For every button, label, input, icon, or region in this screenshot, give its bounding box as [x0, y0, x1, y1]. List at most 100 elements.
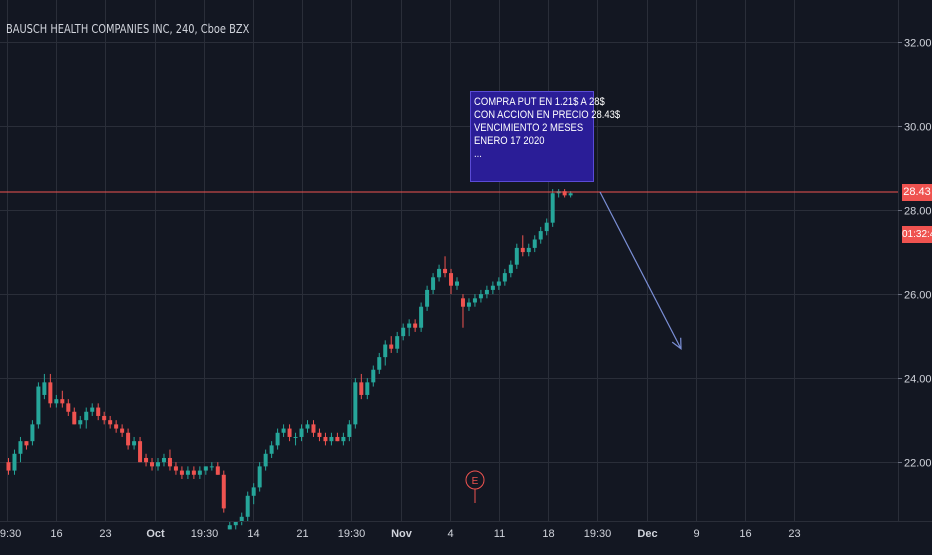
candle[interactable] — [269, 441, 274, 458]
candle[interactable] — [203, 466, 208, 475]
annotation-note[interactable]: COMPRA PUT EN 1.21$ A 28$ CON ACCION EN … — [470, 91, 620, 182]
candle[interactable] — [431, 273, 436, 295]
time-axis[interactable]: 19:30 16 23 Oct 19:30 14 21 19:30 Nov 4 11 18 19:30 D… — [0, 528, 801, 540]
candle[interactable] — [173, 462, 178, 475]
candle[interactable] — [389, 336, 394, 353]
candle[interactable] — [508, 260, 513, 278]
candle[interactable] — [36, 382, 41, 429]
candle[interactable] — [425, 285, 430, 311]
candle[interactable] — [245, 491, 250, 521]
candle[interactable] — [484, 285, 489, 299]
candle[interactable] — [90, 403, 95, 416]
candle[interactable] — [550, 189, 555, 227]
candle[interactable] — [287, 424, 292, 442]
candle[interactable] — [407, 319, 412, 337]
candle[interactable] — [478, 289, 483, 303]
candle[interactable] — [30, 420, 35, 446]
candle[interactable] — [329, 432, 334, 446]
candle[interactable] — [460, 294, 465, 328]
candle[interactable] — [6, 457, 11, 475]
candle[interactable] — [311, 420, 316, 437]
candle[interactable] — [96, 403, 101, 421]
candle[interactable] — [299, 424, 304, 442]
candle[interactable] — [239, 512, 244, 526]
candle[interactable] — [538, 226, 543, 244]
candle[interactable] — [496, 277, 501, 290]
candle[interactable] — [556, 189, 561, 198]
candle[interactable] — [48, 373, 53, 408]
candle[interactable] — [359, 373, 364, 400]
candle[interactable] — [54, 394, 59, 408]
candle[interactable] — [132, 436, 137, 450]
candle[interactable] — [138, 436, 143, 463]
candle[interactable] — [395, 331, 400, 353]
candle[interactable] — [293, 432, 298, 446]
candle[interactable] — [108, 415, 113, 429]
candle[interactable] — [347, 420, 352, 442]
candle[interactable] — [233, 521, 238, 530]
candle[interactable] — [335, 432, 340, 442]
candle[interactable] — [66, 399, 71, 416]
candle[interactable] — [179, 466, 184, 479]
candles[interactable] — [6, 189, 573, 530]
candle[interactable] — [419, 302, 424, 332]
candle[interactable] — [24, 441, 29, 450]
candle[interactable] — [502, 268, 507, 286]
candle[interactable] — [263, 449, 268, 471]
candle[interactable] — [526, 243, 531, 257]
candle[interactable] — [401, 323, 406, 341]
candle[interactable] — [443, 256, 448, 278]
candle[interactable] — [221, 470, 226, 513]
candle[interactable] — [490, 281, 495, 295]
candle[interactable] — [167, 449, 172, 471]
trend-arrow[interactable] — [599, 191, 682, 350]
candle[interactable] — [120, 424, 125, 437]
candle[interactable] — [472, 294, 477, 307]
candle[interactable] — [209, 462, 214, 471]
candle[interactable] — [365, 378, 370, 400]
candle[interactable] — [466, 298, 471, 311]
candle[interactable] — [377, 352, 382, 374]
candle[interactable] — [18, 436, 23, 463]
candle[interactable] — [191, 466, 196, 479]
candle[interactable] — [341, 432, 346, 446]
candle[interactable] — [197, 466, 202, 479]
candle[interactable] — [144, 453, 149, 467]
candle[interactable] — [532, 235, 537, 253]
candle[interactable] — [78, 415, 83, 429]
candle[interactable] — [455, 277, 459, 290]
candle[interactable] — [383, 340, 388, 366]
candle[interactable] — [353, 378, 358, 429]
candle[interactable] — [150, 457, 155, 471]
price-axis[interactable]: 32.00 30.00 28.00 26.00 24.00 22.00 — [898, 38, 932, 470]
candle[interactable] — [156, 457, 160, 471]
candle[interactable] — [114, 420, 119, 433]
candle[interactable] — [227, 521, 232, 530]
candle[interactable] — [305, 420, 310, 433]
candle[interactable] — [161, 453, 166, 467]
earnings-marker[interactable]: E — [465, 470, 485, 503]
candle[interactable] — [12, 449, 17, 475]
candle[interactable] — [42, 373, 47, 400]
candle[interactable] — [84, 407, 89, 429]
candle[interactable] — [257, 462, 262, 492]
candle[interactable] — [413, 319, 418, 332]
candle[interactable] — [449, 268, 454, 295]
candle[interactable] — [251, 483, 256, 505]
candle[interactable] — [215, 462, 220, 475]
candle[interactable] — [544, 218, 549, 236]
candle[interactable] — [185, 466, 190, 479]
candle[interactable] — [72, 407, 77, 425]
candle[interactable] — [514, 243, 519, 269]
candle[interactable] — [520, 235, 525, 257]
candle[interactable] — [275, 428, 280, 450]
candle[interactable] — [562, 189, 567, 198]
candle[interactable] — [371, 365, 376, 387]
candle[interactable] — [126, 428, 131, 450]
candle[interactable] — [317, 428, 322, 442]
candle[interactable] — [323, 432, 328, 446]
candle[interactable] — [60, 390, 65, 408]
candle[interactable] — [102, 411, 107, 425]
